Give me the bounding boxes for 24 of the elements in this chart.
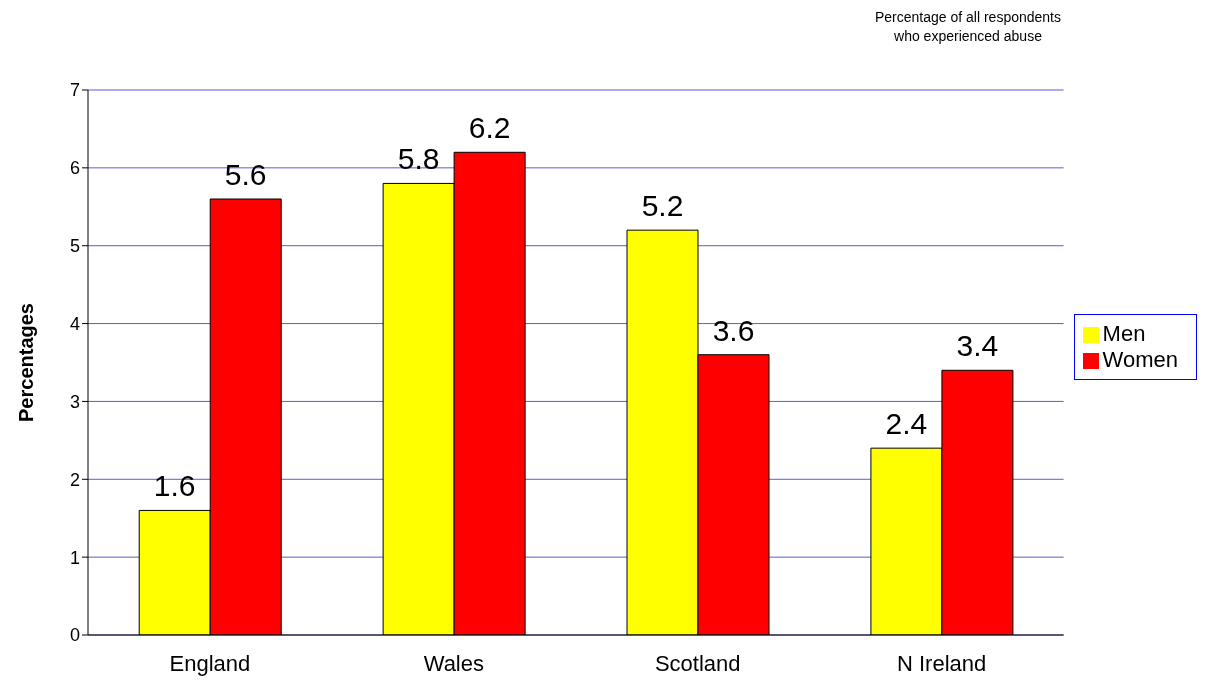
data-label: 3.6 — [712, 313, 755, 347]
data-label: 3.4 — [956, 329, 999, 363]
data-label: 5.2 — [641, 189, 684, 223]
data-label: 2.4 — [885, 407, 928, 441]
y-axis-title: Percentages — [15, 303, 38, 422]
data-label: 6.2 — [468, 111, 511, 145]
y-tick-label: 0 — [69, 625, 80, 646]
x-tick-label: N Ireland — [897, 650, 987, 676]
y-tick-label: 7 — [69, 80, 80, 101]
data-label: 1.6 — [153, 469, 196, 503]
y-tick-label: 5 — [69, 236, 80, 257]
y-tick-label: 3 — [69, 391, 80, 412]
x-tick-label: Scotland — [654, 650, 741, 676]
legend-label: Women — [1102, 346, 1178, 372]
y-tick-label: 1 — [69, 547, 80, 568]
x-tick-label: Wales — [423, 650, 484, 676]
y-tick-label: 2 — [69, 469, 80, 490]
y-tick-label: 6 — [69, 158, 80, 179]
data-label: 5.8 — [397, 142, 440, 176]
legend-label: Men — [1102, 320, 1146, 346]
x-tick-label: England — [169, 650, 251, 676]
y-tick-label: 4 — [69, 313, 80, 334]
data-label: 5.6 — [224, 158, 267, 191]
chart-title: Percentage of all respondents who experienced abuse — [874, 8, 1062, 46]
